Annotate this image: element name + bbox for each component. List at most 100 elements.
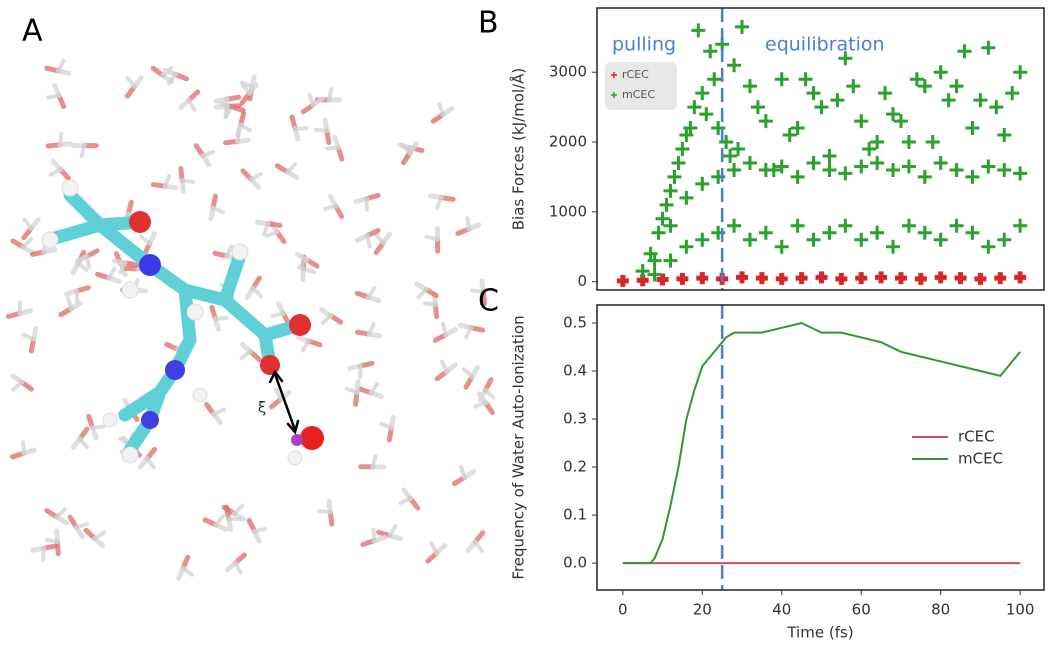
annotation: equilibration <box>765 34 885 56</box>
scatter-point <box>759 114 773 128</box>
scatter-point <box>743 233 757 247</box>
scatter-point <box>675 142 689 156</box>
scatter-point <box>997 233 1011 247</box>
water-bond <box>109 269 115 278</box>
water-bond <box>303 341 309 350</box>
water-bond <box>169 74 175 83</box>
water-bond <box>443 324 446 335</box>
scatter-point <box>727 58 741 72</box>
water-bond <box>367 236 369 247</box>
scatter-point <box>791 219 805 233</box>
scatter-point <box>775 240 789 254</box>
scatter-point <box>918 79 932 93</box>
scatter-point <box>791 170 805 184</box>
scatter-point <box>870 135 884 149</box>
y-tick-label: 0.5 <box>563 314 587 332</box>
scatter-point <box>958 44 972 58</box>
scatter-point <box>743 156 757 170</box>
scatter-point <box>679 240 693 254</box>
water-bond <box>418 289 426 297</box>
scatter-point <box>973 93 987 107</box>
water-bond <box>431 543 436 553</box>
scatter-point <box>807 86 821 100</box>
scatter-point <box>989 100 1003 114</box>
scatter-point <box>965 121 979 135</box>
scatter-point <box>727 219 741 233</box>
scatter-point <box>676 273 688 285</box>
scatter-point <box>699 107 713 121</box>
scatter-point <box>835 273 847 285</box>
scatter-point <box>696 272 708 284</box>
water-bond <box>329 89 331 100</box>
water-bond <box>442 362 447 372</box>
scatter-point <box>807 233 821 247</box>
scatter-point <box>886 163 900 177</box>
water-bond <box>23 239 31 247</box>
water-bond <box>253 288 261 296</box>
scatter-point <box>950 219 964 233</box>
scatter-point <box>965 170 979 184</box>
scatter-point <box>759 226 773 240</box>
scatter-point <box>656 212 670 226</box>
scatter-point <box>950 163 964 177</box>
water-bond <box>242 352 251 358</box>
water-bond <box>141 237 150 244</box>
y-tick-label: 0.2 <box>563 458 587 476</box>
water-bond <box>48 96 59 98</box>
water-bond <box>82 146 85 157</box>
panel-label: B <box>478 6 499 41</box>
scatter-point <box>854 233 868 247</box>
scatter-point <box>667 170 681 184</box>
legend-label: rCEC <box>958 428 995 446</box>
scatter-point <box>687 100 701 114</box>
scatter-point <box>997 128 1011 142</box>
annotation: pulling <box>612 34 676 56</box>
water-bond <box>309 95 313 105</box>
water-bond <box>288 164 296 172</box>
scatter-point <box>664 184 678 198</box>
water-bond <box>234 506 242 514</box>
scatter-point <box>736 271 748 283</box>
scatter-point <box>918 226 932 240</box>
scatter-point <box>1014 271 1026 283</box>
scatter-point <box>974 273 986 285</box>
scatter-point <box>854 159 868 173</box>
scatter-point <box>854 114 868 128</box>
scatter-point <box>807 156 821 170</box>
scatter-point <box>886 240 900 254</box>
scatter-point <box>695 177 709 191</box>
scatter-point <box>886 107 900 121</box>
scatter-point <box>776 273 788 285</box>
water-bond <box>369 288 375 297</box>
scatter-point <box>997 163 1011 177</box>
x-tick-label: 20 <box>693 601 712 619</box>
water-bond <box>390 526 395 536</box>
legend-label: mCEC <box>958 450 1003 468</box>
scatter-point <box>830 93 844 107</box>
scatter-point <box>918 170 932 184</box>
scatter-point <box>723 149 737 163</box>
water-bond <box>182 181 193 182</box>
x-axis-label: Time (fs) <box>786 624 853 642</box>
y-tick-label: 0.0 <box>563 554 587 572</box>
scatter-point <box>695 233 709 247</box>
water-bond <box>47 540 58 542</box>
scatter-point <box>965 226 979 240</box>
plot-frame <box>597 305 1044 590</box>
y-tick-label: 2000 <box>549 133 587 151</box>
water-bond <box>485 390 493 397</box>
y-tick-label: 0 <box>577 272 587 290</box>
xi-label: ξ <box>258 399 266 417</box>
water-bond <box>25 220 32 229</box>
scatter-point <box>822 149 836 163</box>
x-tick-label: 100 <box>1006 601 1035 619</box>
scatter-point <box>822 226 836 240</box>
scatter-point <box>671 156 685 170</box>
scatter-point <box>799 72 813 86</box>
water-bond <box>373 530 374 541</box>
scatter-point <box>870 226 884 240</box>
scatter-point <box>664 254 678 268</box>
scatter-point <box>955 272 967 284</box>
